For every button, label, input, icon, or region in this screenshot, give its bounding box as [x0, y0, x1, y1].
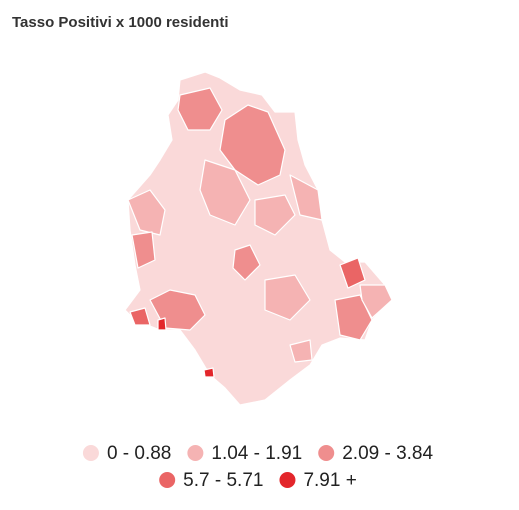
legend-label: 0 - 0.88 [107, 443, 171, 464]
legend-label: 5.7 - 5.71 [183, 470, 263, 491]
district [334, 294, 373, 341]
map-title: Tasso Positivi x 1000 residenti [12, 14, 229, 31]
district [127, 189, 166, 236]
district [131, 231, 156, 269]
umbria-map [124, 71, 393, 406]
district [289, 174, 323, 221]
legend-swatch [187, 445, 204, 461]
legend: 0 - 0.88 1.04 - 1.91 2.09 - 3.84 5.7 - 5.71… [82, 443, 433, 491]
legend-swatch [82, 445, 99, 461]
district [359, 284, 393, 319]
district [157, 317, 167, 331]
legend-swatch [318, 445, 335, 461]
district [219, 104, 286, 186]
legend-label: 1.04 - 1.91 [211, 443, 302, 464]
district [129, 307, 151, 326]
legend-label: 7.91 + [303, 470, 356, 491]
legend-swatch [159, 472, 176, 488]
district [232, 244, 261, 281]
legend-swatch [279, 472, 296, 488]
district [199, 159, 251, 226]
district [177, 87, 223, 131]
district [203, 367, 215, 378]
legend-label: 2.09 - 3.84 [342, 443, 433, 464]
district [264, 274, 311, 321]
district [254, 194, 296, 236]
district [289, 339, 313, 363]
district [339, 257, 366, 289]
